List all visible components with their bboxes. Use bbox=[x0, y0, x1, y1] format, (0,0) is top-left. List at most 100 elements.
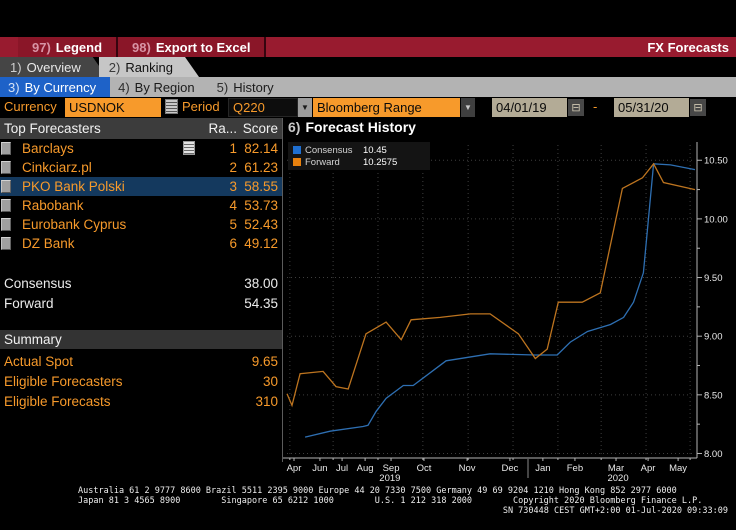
period-dropdown-button[interactable]: ▼ bbox=[298, 98, 312, 117]
stat-value: 38.00 bbox=[244, 275, 278, 291]
forecaster-name: Rabobank bbox=[22, 198, 84, 213]
row-checkbox[interactable] bbox=[1, 218, 11, 231]
terminal-footer: Australia 61 2 9777 8600 Brazil 5511 239… bbox=[0, 486, 736, 530]
tab-label: Ranking bbox=[125, 59, 174, 75]
x-month-label: Dec bbox=[501, 463, 518, 474]
summary-row-eligible-forecasters: Eligible Forecasters 30 bbox=[0, 371, 283, 391]
tab-by-region[interactable]: 4) By Region bbox=[110, 77, 209, 97]
y-tick-label: 10.50 bbox=[704, 156, 728, 167]
forecaster-score: 61.23 bbox=[244, 160, 278, 175]
x-month-label: Jun bbox=[312, 463, 327, 474]
period-input[interactable]: Q220 bbox=[228, 98, 298, 117]
x-year-label: 2019 bbox=[379, 473, 400, 484]
y-tick-label: 9.50 bbox=[704, 273, 723, 284]
forecaster-score: 82.14 bbox=[244, 141, 278, 156]
footer-contacts-line2: Japan 81 3 4565 8900 Singapore 65 6212 1… bbox=[78, 496, 703, 506]
summary-label: Actual Spot bbox=[4, 353, 74, 369]
x-month-label: Apr bbox=[641, 463, 656, 474]
forecaster-name: Eurobank Cyprus bbox=[22, 217, 127, 232]
note-icon[interactable] bbox=[183, 141, 195, 155]
date-from-calendar-button[interactable]: ⊟ bbox=[568, 99, 584, 116]
forecaster-score: 49.12 bbox=[244, 236, 278, 251]
tab-row-primary: 1) Overview 2) Ranking bbox=[0, 57, 736, 77]
series-line-consensus bbox=[304, 163, 696, 438]
x-month-label: Sep bbox=[383, 463, 400, 474]
table-row-rabobank[interactable]: Rabobank 4 53.73 bbox=[0, 196, 283, 215]
table-row-barclays[interactable]: Barclays 1 82.14 bbox=[0, 139, 283, 158]
legend-button[interactable]: 97) Legend bbox=[18, 37, 119, 57]
footer-session-info: SN 730448 CEST GMT+2:00 01-Jul-2020 09:3… bbox=[502, 506, 728, 516]
forecaster-name: Barclays bbox=[22, 141, 74, 156]
range-dropdown-button[interactable]: ▼ bbox=[461, 98, 475, 117]
tab-key: 4) bbox=[118, 79, 130, 95]
export-to-excel-button[interactable]: 98) Export to Excel bbox=[118, 37, 267, 57]
tab-by-currency[interactable]: 3) By Currency bbox=[0, 77, 111, 97]
chevron-down-icon: ▼ bbox=[464, 103, 472, 112]
export-button-key: 98) bbox=[132, 39, 151, 55]
y-tick-label: 8.50 bbox=[704, 390, 723, 401]
tab-overview[interactable]: 1) Overview bbox=[0, 57, 107, 77]
x-month-label: Aug bbox=[357, 463, 374, 474]
tab-key: 2) bbox=[108, 59, 121, 75]
x-month-label: May bbox=[669, 463, 687, 474]
row-checkbox[interactable] bbox=[1, 199, 11, 212]
table-row-cinkciarz-pl[interactable]: Cinkciarz.pl 2 61.23 bbox=[0, 158, 283, 177]
forecaster-rank: 3 bbox=[229, 179, 237, 194]
forecasters-table-header: Top Forecasters Ra... Score bbox=[0, 118, 283, 139]
summary-header: Summary bbox=[0, 330, 283, 349]
date-to-calendar-button[interactable]: ⊟ bbox=[690, 99, 706, 116]
row-checkbox[interactable] bbox=[1, 180, 11, 193]
table-row-eurobank-cyprus[interactable]: Eurobank Cyprus 5 52.43 bbox=[0, 215, 283, 234]
x-month-label: Jul bbox=[336, 463, 348, 474]
range-select[interactable]: Bloomberg Range bbox=[313, 98, 460, 117]
forecaster-rank: 4 bbox=[229, 198, 237, 213]
row-checkbox[interactable] bbox=[1, 237, 11, 250]
date-to-input[interactable]: 05/31/20 bbox=[614, 98, 689, 117]
forecaster-rank: 1 bbox=[229, 141, 237, 156]
chart-legend-row-consensus: Consensus 10.45 bbox=[293, 144, 425, 156]
legend-swatch-icon bbox=[293, 158, 301, 166]
chevron-down-icon: ▼ bbox=[301, 103, 309, 112]
table-row-pko-bank-polski[interactable]: PKO Bank Polski 3 58.55 bbox=[0, 177, 283, 196]
legend-series-value: 10.45 bbox=[363, 144, 387, 156]
tab-history[interactable]: 5) History bbox=[209, 77, 288, 97]
tab-row-secondary: 3) By Currency 4) By Region 5) History bbox=[0, 77, 736, 97]
summary-label: Eligible Forecasters bbox=[4, 373, 123, 389]
chart-title-key: 6) bbox=[288, 119, 301, 135]
row-checkbox[interactable] bbox=[1, 161, 11, 174]
forecaster-name: Cinkciarz.pl bbox=[22, 160, 92, 175]
forecast-history-chart: 10.50 10.00 9.50 9.00 8.50 8.00 Apr Jun Jul Aug Se… bbox=[283, 142, 728, 484]
x-month-label: Nov bbox=[459, 463, 476, 474]
export-button-label: Export to Excel bbox=[155, 39, 251, 55]
forecaster-rank: 2 bbox=[229, 160, 237, 175]
x-month-label: Jan bbox=[535, 463, 550, 474]
stat-label: Consensus bbox=[4, 275, 72, 291]
x-month-label: Oct bbox=[417, 463, 432, 474]
tab-ranking[interactable]: 2) Ranking bbox=[99, 57, 199, 77]
legend-series-name: Consensus bbox=[305, 144, 353, 156]
x-month-label: Mar bbox=[608, 463, 624, 474]
row-checkbox[interactable] bbox=[1, 142, 11, 155]
tab-label: History bbox=[233, 79, 274, 95]
tab-key: 3) bbox=[8, 79, 20, 95]
legend-series-name: Forward bbox=[305, 156, 340, 168]
summary-value: 9.65 bbox=[251, 353, 278, 369]
table-row-dz-bank[interactable]: DZ Bank 6 49.12 bbox=[0, 234, 283, 253]
currency-input[interactable]: USDNOK bbox=[65, 98, 161, 117]
tab-label: By Region bbox=[134, 79, 195, 95]
series-line-forward bbox=[286, 162, 696, 408]
notepad-icon[interactable] bbox=[165, 99, 178, 114]
calendar-icon: ⊟ bbox=[571, 102, 581, 114]
date-from-input[interactable]: 04/01/19 bbox=[492, 98, 567, 117]
chart-title-label: Forecast History bbox=[305, 119, 416, 135]
stat-row-forward: Forward 54.35 bbox=[0, 293, 283, 313]
calendar-icon: ⊟ bbox=[693, 102, 703, 114]
summary-label: Eligible Forecasts bbox=[4, 393, 111, 409]
legend-swatch-icon bbox=[293, 146, 301, 154]
summary-row-eligible-forecasts: Eligible Forecasts 310 bbox=[0, 391, 283, 411]
column-header-name: Top Forecasters bbox=[4, 121, 101, 136]
period-label: Period bbox=[182, 99, 220, 114]
date-range-separator: - bbox=[593, 99, 598, 114]
chart-title: 6) Forecast History bbox=[288, 119, 416, 135]
forecaster-name: DZ Bank bbox=[22, 236, 75, 251]
